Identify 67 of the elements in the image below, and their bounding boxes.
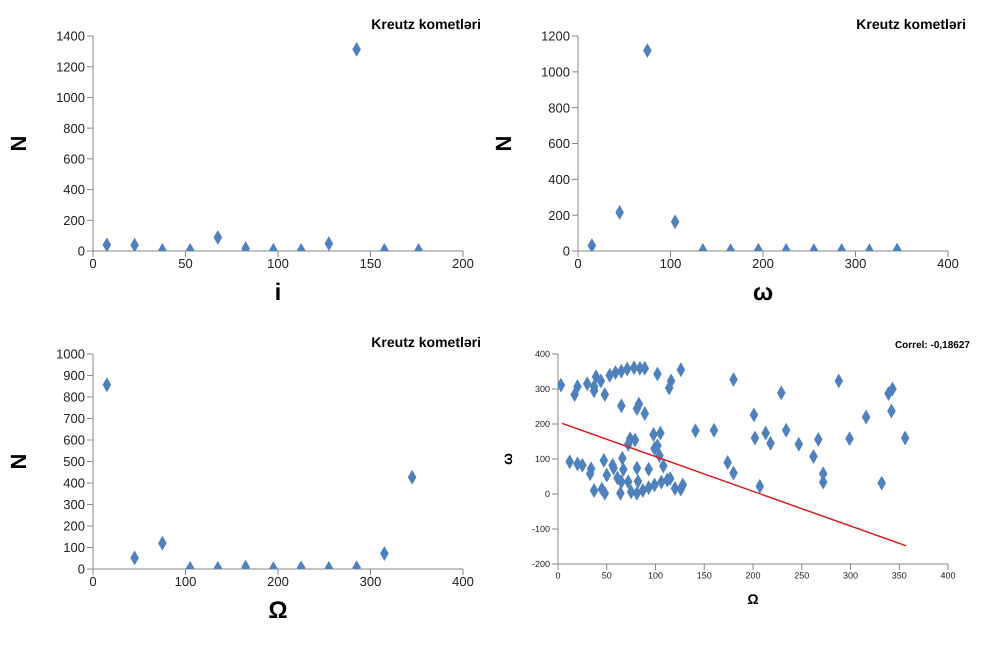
y-tick-label: 600	[63, 151, 85, 166]
x-axis-title: ω	[752, 279, 774, 306]
y-tick-label: 400	[63, 476, 85, 491]
y-axis-title: N	[490, 136, 516, 152]
x-tick-label: 200	[752, 256, 774, 272]
y-tick-label: 200	[548, 208, 570, 223]
y-axis-title: ω	[498, 452, 515, 465]
x-axis-title: i	[274, 279, 282, 306]
y-axis-title: N	[6, 454, 31, 470]
y-tick-label: 0	[562, 244, 570, 259]
y-tick-label: 800	[548, 100, 570, 116]
y-tick-label: 800	[63, 120, 85, 136]
y-tick-label: 0	[544, 489, 550, 500]
y-tick-label: 500	[63, 454, 85, 470]
x-tick-label: 0	[89, 574, 97, 590]
y-tick-label: 600	[63, 432, 85, 448]
x-tick-label: 100	[174, 574, 196, 590]
x-tick-label: 400	[940, 570, 956, 580]
x-tick-label: 200	[267, 574, 289, 590]
x-tick-label: 0	[574, 256, 582, 272]
y-tick-label: 1200	[56, 59, 85, 74]
x-tick-label: 200	[745, 570, 761, 580]
y-tick-label: 100	[534, 454, 550, 464]
chart-title: Kreutz kometləri	[371, 334, 481, 350]
chart-title: Kreutz kometləri	[856, 16, 966, 32]
x-tick-label: 400	[452, 574, 474, 590]
x-tick-label: 300	[844, 256, 866, 272]
x-tick-label: 300	[842, 570, 858, 580]
y-tick-label: 900	[63, 368, 85, 384]
y-tick-label: -200	[532, 559, 550, 570]
x-tick-label: 350	[892, 570, 907, 580]
y-tick-label: 200	[63, 212, 85, 228]
x-tick-label: 100	[267, 256, 289, 272]
y-tick-label: 1200	[541, 28, 570, 44]
x-tick-label: 150	[360, 256, 382, 272]
y-tick-label: 100	[63, 540, 85, 556]
x-tick-label: 50	[178, 256, 193, 272]
y-tick-label: 600	[548, 136, 570, 152]
y-tick-label: -100	[532, 524, 550, 534]
x-tick-label: 150	[696, 570, 712, 580]
y-tick-label: 1400	[56, 28, 85, 44]
y-tick-label: 200	[534, 419, 550, 430]
x-tick-label: 100	[648, 570, 664, 580]
y-tick-label: 300	[63, 497, 85, 512]
x-tick-label: 0	[89, 256, 97, 272]
y-tick-label: 1000	[56, 90, 85, 106]
x-tick-label: 250	[794, 570, 810, 580]
y-tick-label: 700	[63, 411, 85, 426]
y-tick-label: 400	[534, 349, 550, 360]
text: Correl: -0,18627	[894, 340, 970, 351]
y-tick-label: 300	[534, 384, 550, 394]
x-tick-label: 400	[937, 256, 959, 272]
x-tick-label: 200	[452, 256, 474, 272]
x-tick-label: 50	[602, 570, 612, 580]
y-tick-label: 1000	[541, 64, 570, 80]
y-tick-label: 400	[548, 172, 570, 187]
y-tick-label: 1000	[56, 346, 85, 362]
chart-title: Kreutz kometləri	[371, 16, 481, 32]
y-axis-title: N	[6, 136, 31, 152]
x-tick-label: 300	[360, 574, 382, 590]
x-tick-label: 100	[660, 256, 682, 272]
x-axis-title: Ω	[747, 591, 759, 607]
y-tick-label: 0	[78, 244, 85, 259]
x-axis-title: Ω	[268, 597, 288, 624]
y-tick-label: 200	[63, 518, 85, 534]
y-tick-label: 400	[63, 182, 85, 198]
y-tick-label: 800	[63, 390, 85, 405]
